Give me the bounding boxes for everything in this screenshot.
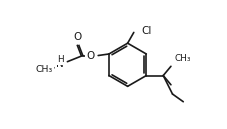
Text: N: N bbox=[56, 59, 63, 69]
Text: CH₃: CH₃ bbox=[35, 65, 52, 74]
Text: CH₃: CH₃ bbox=[173, 54, 190, 63]
Text: H: H bbox=[57, 55, 63, 64]
Text: O: O bbox=[86, 51, 94, 61]
Text: O: O bbox=[73, 32, 81, 42]
Text: Cl: Cl bbox=[141, 26, 151, 36]
